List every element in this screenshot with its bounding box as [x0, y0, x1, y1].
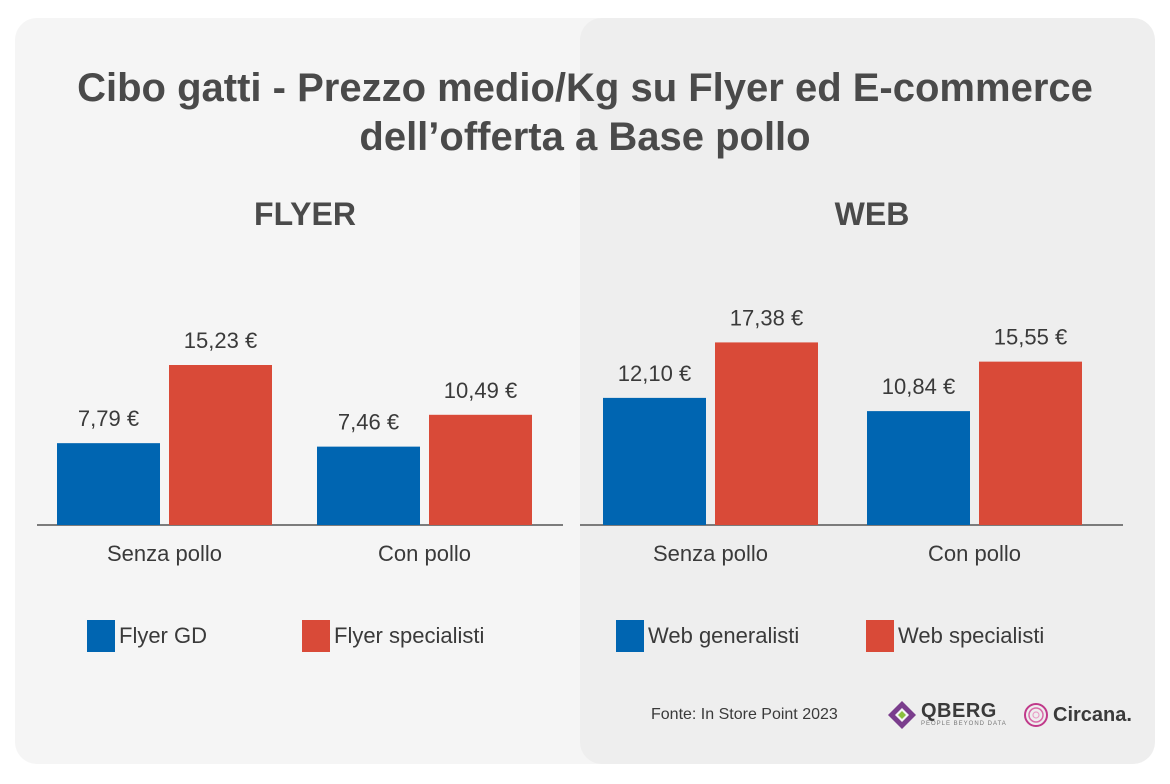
bar	[57, 443, 160, 525]
legend-swatch-web-generalisti	[616, 620, 644, 652]
circana-wordmark: Circana.	[1053, 703, 1132, 726]
qberg-mark-icon	[888, 701, 916, 729]
bar-chart: 7,79 € 15,23 € Senza pollo 7,46 € 10,49 € Con…	[37, 305, 1123, 566]
data-label: 12,10 €	[618, 361, 691, 386]
circana-logo: Circana.	[1023, 702, 1132, 728]
qberg-wordmark: QBERG	[921, 700, 997, 722]
legend-swatch-flyer-specialisti	[302, 620, 330, 652]
category-label: Senza pollo	[653, 541, 768, 566]
data-label: 15,23 €	[184, 328, 257, 353]
bar	[429, 414, 532, 525]
bar	[169, 365, 272, 525]
title-line-2: dell’offerta a Base pollo	[359, 115, 811, 159]
bar	[603, 397, 706, 525]
legend-label-web-specialisti: Web specialisti	[898, 623, 1045, 648]
legend-item-web-generalisti: Web generalisti	[616, 620, 799, 652]
category-label: Senza pollo	[107, 541, 222, 566]
legend-label-flyer-gd: Flyer GD	[119, 623, 207, 648]
bar	[979, 361, 1082, 525]
bar	[715, 342, 818, 525]
bar	[317, 446, 420, 525]
legend-item-flyer-specialisti: Flyer specialisti	[302, 620, 484, 652]
data-label: 10,49 €	[444, 378, 517, 403]
legend-item-flyer-gd: Flyer GD	[87, 620, 207, 652]
data-label: 7,79 €	[78, 406, 139, 431]
legend-label-web-generalisti: Web generalisti	[648, 623, 800, 648]
category-label: Con pollo	[378, 541, 471, 566]
category-label: Con pollo	[928, 541, 1021, 566]
qberg-logo: QBERG PEOPLE BEYOND DATA	[887, 700, 1007, 730]
circana-mark-icon	[1024, 703, 1048, 727]
data-label: 7,46 €	[338, 410, 399, 435]
infographic-card: Cibo gatti - Prezzo medio/Kg su Flyer ed…	[15, 18, 1155, 764]
qberg-tagline: PEOPLE BEYOND DATA	[921, 721, 1007, 727]
data-label: 17,38 €	[730, 305, 803, 330]
web-section-title: WEB	[834, 196, 910, 232]
legend-swatch-web-specialisti	[866, 620, 894, 652]
chart-title: Cibo gatti - Prezzo medio/Kg su Flyer ed…	[15, 64, 1155, 162]
bar	[867, 411, 970, 525]
data-label: 15,55 €	[994, 325, 1067, 350]
legend-label-flyer-specialisti: Flyer specialisti	[334, 623, 485, 648]
title-line-1: Cibo gatti - Prezzo medio/Kg su Flyer ed…	[77, 66, 1093, 110]
data-label: 10,84 €	[882, 374, 955, 399]
legend-swatch-flyer-gd	[87, 620, 115, 652]
flyer-section-title: FLYER	[254, 196, 356, 232]
source-note: Fonte: In Store Point 2023	[651, 706, 838, 723]
legend-item-web-specialisti: Web specialisti	[866, 620, 1044, 652]
